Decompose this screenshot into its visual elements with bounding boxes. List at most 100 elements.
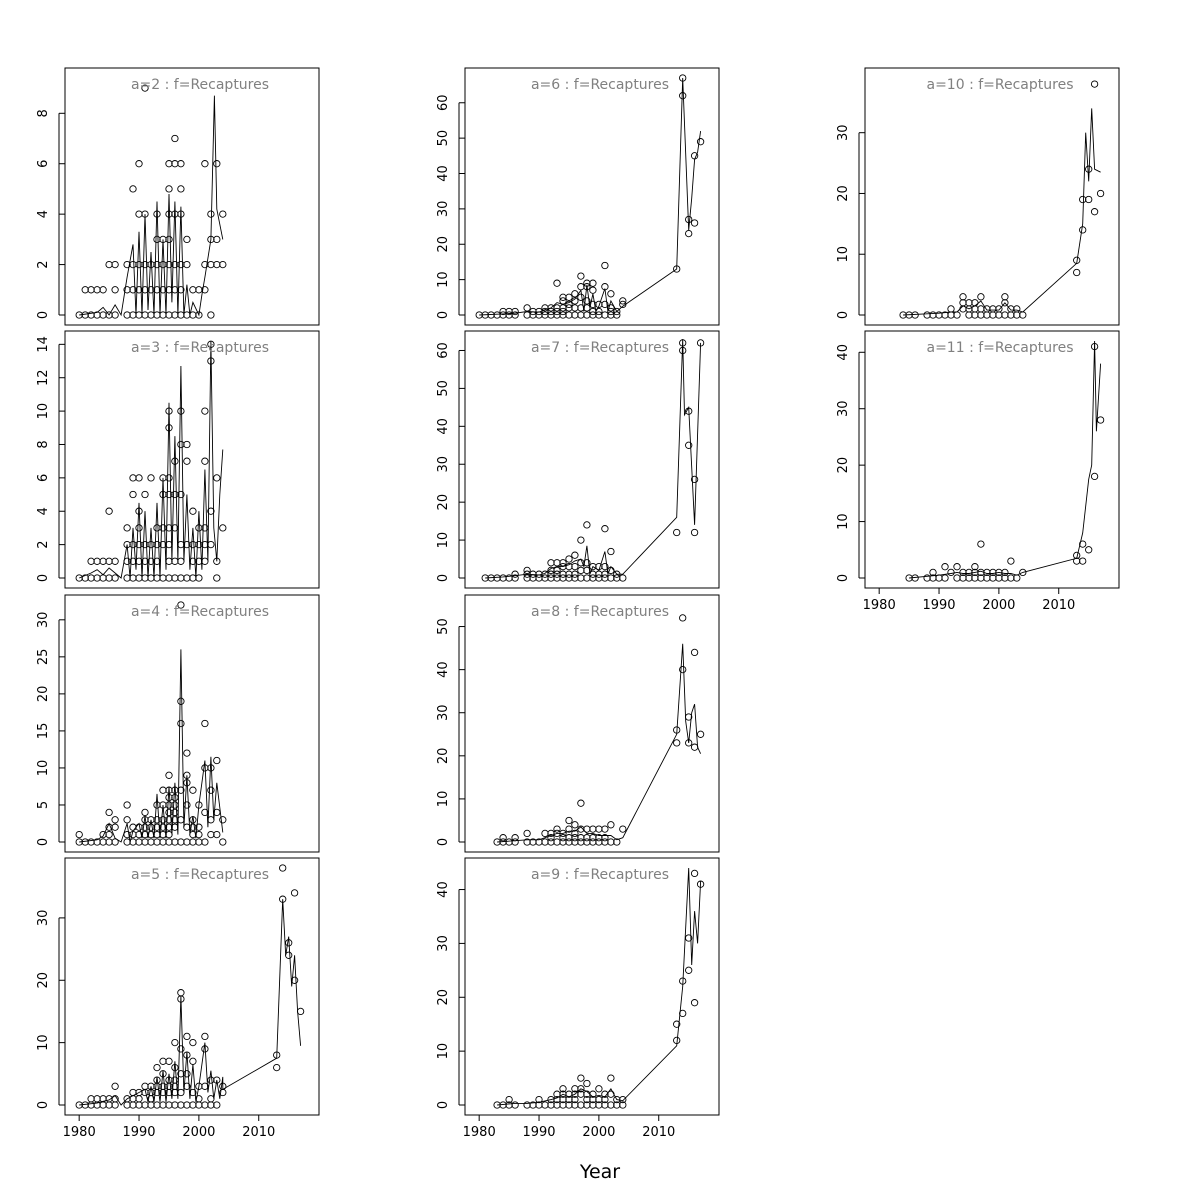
y-tick-label: 40 — [436, 661, 451, 678]
y-tick-label: 10 — [36, 1034, 51, 1051]
y-tick-label: 60 — [436, 342, 451, 359]
data-point — [696, 138, 705, 146]
data-point — [673, 528, 681, 537]
data-point — [553, 566, 561, 575]
data-point — [177, 210, 185, 218]
data-point — [553, 279, 561, 287]
data-point — [165, 524, 173, 532]
series-line — [79, 95, 224, 317]
data-point — [213, 260, 221, 269]
panel-2: 0 2 4 6 8 10 12 14 a=3 : f=Recaptures — [36, 330, 320, 589]
data-point — [93, 574, 101, 582]
data-point — [201, 1032, 209, 1041]
data-point — [673, 726, 681, 734]
data-point — [595, 838, 603, 846]
data-point — [165, 557, 173, 565]
data-point — [159, 524, 167, 532]
data-point — [1085, 165, 1093, 173]
data-point — [177, 838, 185, 846]
data-point — [189, 507, 197, 515]
data-point — [273, 1063, 281, 1072]
data-point — [159, 1070, 167, 1078]
data-point — [99, 830, 107, 839]
data-point — [123, 838, 131, 846]
data-point — [177, 574, 185, 582]
data-point — [141, 1101, 149, 1109]
data-point — [571, 311, 579, 319]
data-point — [601, 311, 609, 319]
panel-title: a=2 : f=Recaptures — [131, 77, 269, 93]
data-point — [171, 838, 179, 846]
data-point — [923, 574, 931, 582]
data-point — [123, 540, 131, 549]
data-point — [111, 574, 119, 582]
data-point — [135, 1095, 143, 1103]
data-point — [165, 1082, 173, 1090]
data-point — [153, 260, 161, 269]
data-point — [690, 999, 699, 1007]
data-point — [983, 311, 991, 319]
y-tick-label: 40 — [436, 418, 451, 435]
data-point — [153, 801, 161, 809]
data-point — [613, 307, 621, 316]
y-tick-label: 50 — [436, 380, 451, 397]
data-point — [75, 830, 83, 839]
data-point — [553, 570, 561, 578]
data-point — [189, 1101, 197, 1109]
data-point — [619, 1101, 627, 1109]
data-point — [165, 801, 173, 809]
data-point — [165, 490, 173, 499]
data-point — [135, 838, 143, 846]
data-point — [571, 821, 579, 829]
data-point — [541, 829, 549, 838]
data-point — [565, 825, 573, 833]
data-point — [607, 1090, 615, 1098]
data-point — [129, 540, 137, 549]
series-line — [909, 340, 1102, 579]
data-point — [511, 570, 519, 578]
data-point — [207, 830, 215, 839]
y-tick-label: 20 — [436, 748, 451, 765]
y-tick-label: 20 — [436, 494, 451, 511]
data-point — [189, 1088, 197, 1097]
data-point — [947, 568, 955, 577]
data-point — [547, 838, 555, 846]
y-tick-label: 60 — [436, 94, 451, 111]
y-tick-label: 6 — [36, 474, 51, 482]
data-point — [953, 311, 961, 319]
data-point — [141, 574, 149, 582]
data-point — [183, 1070, 191, 1078]
data-point — [589, 286, 597, 294]
data-point — [81, 311, 89, 319]
data-point — [613, 838, 621, 846]
y-tick-label: 10 — [36, 403, 51, 420]
data-point — [595, 307, 603, 316]
data-point — [696, 880, 705, 888]
y-tick-label: 2 — [36, 540, 51, 548]
data-point — [111, 557, 119, 565]
series-line — [479, 77, 702, 316]
panel-4: 0 10 20 30 1980 1990 2000 2010 a=5 : f=Recapture… — [36, 857, 320, 1140]
data-point — [87, 1101, 95, 1109]
data-point — [1001, 568, 1009, 577]
data-point — [511, 1101, 519, 1109]
data-point — [153, 540, 161, 549]
data-point — [977, 311, 985, 319]
y-tick-label: 0 — [36, 838, 51, 846]
data-point — [207, 311, 215, 319]
data-point — [105, 507, 113, 515]
data-point — [213, 235, 221, 244]
data-point — [195, 311, 203, 319]
data-point — [177, 160, 185, 168]
data-point — [577, 311, 585, 319]
data-point — [171, 160, 179, 168]
data-point — [553, 559, 561, 567]
data-point — [493, 574, 501, 582]
data-point — [953, 563, 961, 571]
data-point — [177, 1088, 185, 1097]
data-point — [177, 697, 185, 705]
data-point — [183, 749, 191, 757]
data-point — [195, 286, 203, 294]
data-point — [141, 490, 149, 499]
